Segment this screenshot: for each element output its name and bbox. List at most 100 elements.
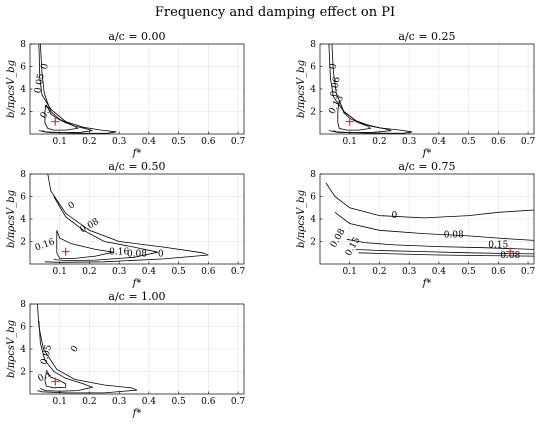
y-axis-label: b/πρcsV_bg [296,190,307,248]
x-tick-label: 0.3 [112,397,127,407]
x-tick-label: 0.2 [82,397,96,407]
contour-label: 0.06 [329,76,342,98]
optimum-marker [51,377,60,386]
x-tick-label: 0.5 [171,397,186,407]
x-tick-label: 0.4 [432,267,447,277]
contour-label: 0.16 [109,248,129,258]
x-tick-label: 0.3 [402,267,417,277]
contour-line [38,43,117,134]
contour-line [346,238,535,250]
x-tick-label: 0.4 [142,267,157,277]
x-tick-label: 0.1 [53,137,67,147]
y-tick-label: 2 [20,368,26,378]
contour-line [334,211,535,241]
x-tick-label: 0.4 [142,137,157,147]
y-tick-label: 6 [20,63,26,73]
x-tick-label: 0.5 [461,137,476,147]
subplot-title: a/c = 1.00 [108,290,165,303]
contour-label: 0 [158,249,164,259]
contour-label: 0.15 [488,240,508,250]
x-tick-label: 0.5 [461,267,476,277]
contour-line [44,173,209,263]
contour-line [40,43,93,134]
contour-line [38,320,94,392]
subplot-2: 00.080.16 0.160.08 00.1 0.2 0.3 0.4 0.5 0.6 0.72… [6,160,245,289]
x-tick-label: 0.7 [231,267,246,277]
x-tick-label: 0.6 [491,267,506,277]
contour-line [337,100,372,131]
y-tick-label: 4 [20,345,26,355]
x-tick-label: 0.7 [521,137,536,147]
contour-label: 0.16 [34,237,57,253]
contour-label: 0 [67,200,78,212]
y-tick-label: 8 [310,40,316,50]
y-axis-label: b/πρcsV_bg [6,320,17,378]
y-tick-label: 2 [310,238,316,248]
x-tick-label: 0.7 [521,267,536,277]
contour-label: 0.15 [344,235,363,258]
subplot-title: a/c = 0.25 [398,30,455,43]
contour-label: 0.08 [79,217,102,236]
x-tick-label: 0.3 [112,137,127,147]
x-axis-label: f* [132,408,142,419]
contour-line [44,372,67,389]
x-axis-label: f* [422,148,432,159]
contour-label: 0.08 [500,251,520,261]
contour-line [328,43,413,134]
y-tick-label: 2 [20,108,26,118]
y-tick-label: 4 [20,215,26,225]
x-axis-label: f* [132,278,142,289]
x-axis-label: f* [422,278,432,289]
y-tick-label: 8 [20,300,26,310]
x-tick-label: 0.5 [171,267,186,277]
optimum-marker [506,247,515,256]
contour-line [358,252,535,257]
optimum-marker [61,247,70,256]
y-tick-label: 6 [310,63,316,73]
x-tick-label: 0.3 [402,137,417,147]
contour-label: 0 [391,211,397,221]
x-tick-label: 0.2 [82,267,96,277]
y-tick-label: 8 [20,170,26,180]
contour-line [37,303,138,394]
contour-label: 0 [328,62,339,70]
subplot-title: a/c = 0.50 [108,160,165,173]
contour-label: 0.08 [329,227,348,250]
x-tick-label: 0.4 [142,397,157,407]
y-tick-label: 8 [310,170,316,180]
y-tick-label: 2 [20,238,26,248]
contour-label: 0.1 [36,369,53,385]
y-axis-label: b/πρcsV_bg [6,60,17,118]
x-axis-label: f* [132,148,142,159]
x-tick-label: 0.2 [372,137,386,147]
y-tick-label: 6 [310,193,316,203]
contour-label: 0.08 [444,230,464,240]
contour-line [44,104,79,131]
subplot-title: a/c = 0.75 [398,160,455,173]
y-tick-label: 8 [20,40,26,50]
subplot-0: 0 0.05 0.1 0.1 0.2 0.3 0.4 0.5 0.6 0.7 2 4 6 8 a/c = 0… [6,30,245,159]
figure-title: Frequency and damping effect on PI [155,5,395,20]
contour-label: 0 [40,62,51,70]
x-tick-label: 0.4 [432,137,447,147]
subplot-3: 00.080.150.080.15 0.080.1 0.2 0.3 0.4 0.5 0.6 0… [296,160,535,289]
y-tick-label: 6 [20,323,26,333]
contour-line [331,43,392,134]
x-tick-label: 0.7 [231,397,246,407]
x-tick-label: 0.7 [231,137,246,147]
contour-label: 0.05 [33,72,46,94]
contour-label: 0 [69,344,81,355]
x-tick-label: 0.2 [372,267,386,277]
y-tick-label: 2 [310,108,316,118]
x-tick-label: 0.3 [112,267,127,277]
y-tick-label: 4 [20,85,26,95]
contour-line [325,182,535,219]
x-tick-label: 0.1 [53,397,67,407]
y-axis-label: b/πρcsV_bg [6,190,17,248]
contour-line [56,230,114,259]
x-tick-label: 0.6 [491,137,506,147]
y-axis-label: b/πρcsV_bg [296,60,307,118]
x-tick-label: 0.2 [82,137,96,147]
x-tick-label: 0.1 [53,267,67,277]
